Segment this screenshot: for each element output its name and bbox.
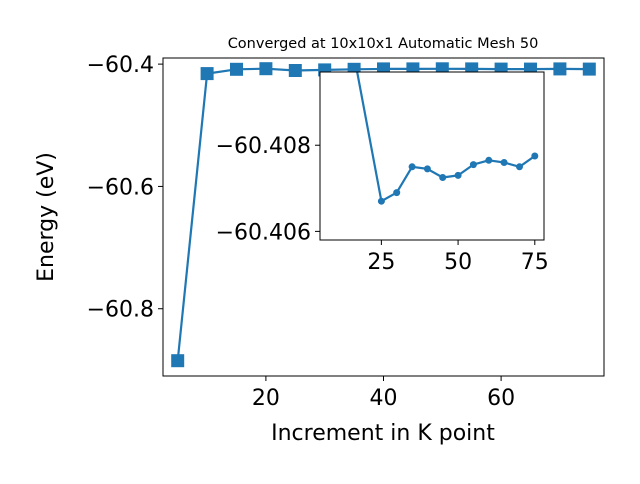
main-data-point bbox=[230, 62, 243, 76]
inset-data-point bbox=[454, 171, 462, 179]
main-x-tick-label: 40 bbox=[370, 386, 398, 411]
main-x-tick-label: 60 bbox=[487, 386, 515, 411]
inset-x-tick-label: 50 bbox=[444, 250, 472, 275]
inset-data-point bbox=[531, 152, 539, 160]
inset-x-tick-label: 75 bbox=[521, 250, 549, 275]
inset-data-point bbox=[408, 163, 416, 171]
inset-data-point bbox=[516, 163, 523, 171]
inset-y-tick-label: −60.406 bbox=[216, 220, 311, 245]
inset-data-point bbox=[393, 189, 401, 197]
main-data-point bbox=[171, 354, 185, 368]
main-axis-ticks: 20 40 60 −60.4 −60.6 −60.8 bbox=[87, 53, 516, 411]
inset-data-point bbox=[485, 156, 493, 164]
inset-series bbox=[356, 72, 539, 205]
main-y-tick-label: −60.4 bbox=[87, 53, 154, 78]
main-data-point bbox=[288, 64, 302, 77]
x-axis-label: Increment in K point bbox=[271, 421, 495, 446]
inset-axis-ticks: 25 50 75 −60.408 −60.406 bbox=[216, 134, 549, 275]
main-data-point bbox=[553, 62, 567, 76]
main-data-point bbox=[200, 67, 214, 81]
inset-data-point bbox=[500, 159, 508, 166]
inset-data-point bbox=[423, 165, 431, 173]
inset-data-point bbox=[469, 161, 477, 169]
inset-frame bbox=[319, 71, 545, 241]
main-x-tick-label: 20 bbox=[252, 386, 280, 411]
main-plot-frame bbox=[162, 57, 605, 377]
inset-background bbox=[320, 72, 544, 240]
main-data-point bbox=[582, 62, 596, 76]
inset-x-tick-label: 25 bbox=[367, 250, 395, 275]
inset-data-point bbox=[439, 174, 447, 181]
main-y-tick-label: −60.6 bbox=[87, 175, 154, 200]
inset-data-point bbox=[377, 197, 385, 205]
main-data-point bbox=[259, 62, 273, 76]
chart-title: Converged at 10x10x1 Automatic Mesh 50 bbox=[228, 36, 539, 52]
inset-plot: 25 50 75 −60.408 −60.406 bbox=[216, 71, 549, 275]
main-y-tick-label: −60.8 bbox=[87, 298, 154, 323]
inset-y-tick-label: −60.408 bbox=[216, 134, 311, 159]
y-axis-label: Energy (eV) bbox=[34, 152, 59, 282]
